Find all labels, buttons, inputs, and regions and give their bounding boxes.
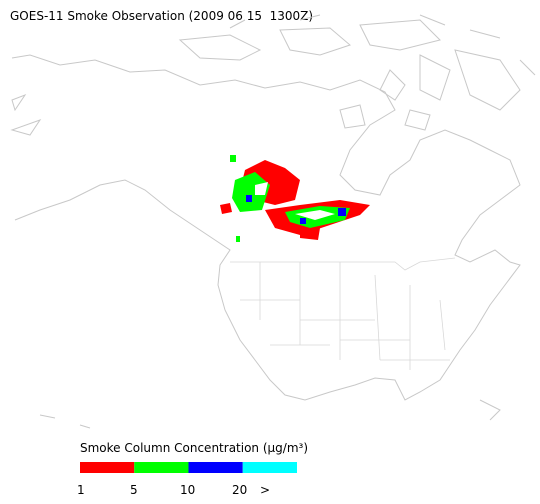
legend-swatch: [134, 462, 189, 473]
legend-label: 10: [180, 483, 195, 497]
legend-swatch: [80, 462, 135, 473]
legend: 1 5 10 20 >: [77, 462, 297, 497]
legend-label: 1: [77, 483, 85, 497]
legend-label: 5: [130, 483, 138, 497]
legend-label: 20: [232, 483, 247, 497]
legend-label: >: [260, 483, 270, 497]
legend-swatch: [188, 462, 243, 473]
map-title: GOES-11 Smoke Observation (2009 06 15 13…: [10, 9, 313, 23]
legend-title: Smoke Column Concentration (μg/m³): [80, 441, 308, 455]
basemap: [10, 14, 536, 429]
legend-swatch: [242, 462, 297, 473]
smoke-plume: [220, 155, 370, 242]
